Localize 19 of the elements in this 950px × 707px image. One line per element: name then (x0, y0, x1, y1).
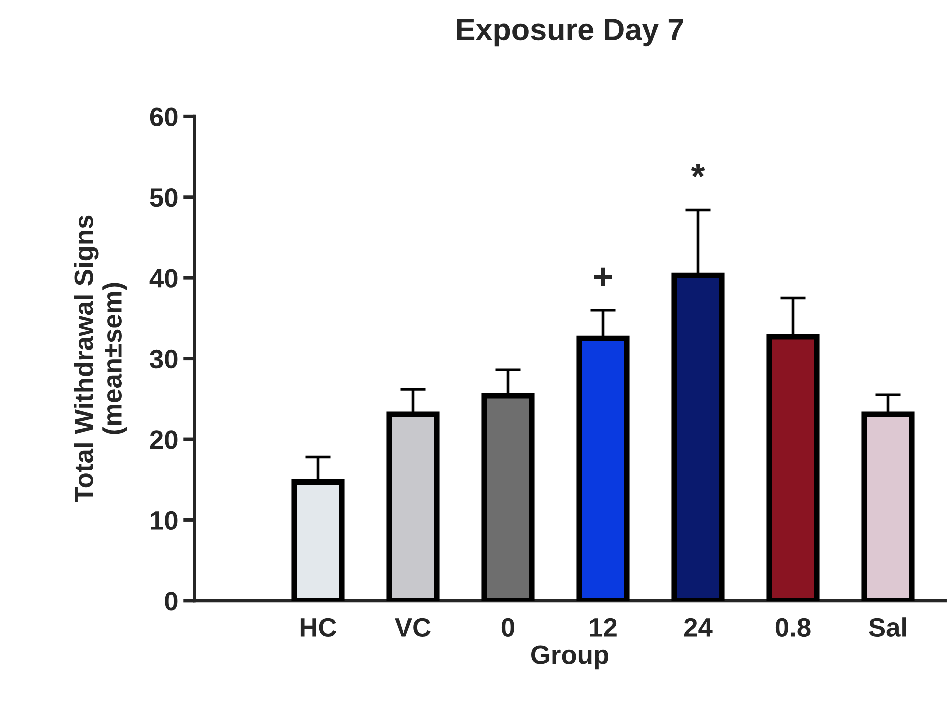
x-tick-label: 0 (502, 618, 515, 637)
y-tick-label: 40 (150, 269, 178, 288)
x-tick-label: 24 (684, 618, 713, 637)
y-tick-label: 30 (150, 350, 178, 369)
x-tick-label: HC (300, 618, 337, 637)
y-tick-label: 50 (150, 188, 178, 208)
x-tick-label: 0.8 (776, 618, 811, 637)
x-tick-label: Sal (869, 618, 906, 637)
y-tick-label: 20 (150, 430, 178, 450)
annotation: + (594, 268, 612, 286)
annotation: * (691, 164, 706, 178)
x-tick-label: VC (395, 618, 431, 637)
x-axis-title: Group (532, 646, 608, 670)
y-tick-label: 0 (165, 592, 178, 611)
x-tick-label: 12 (590, 618, 617, 637)
y-tick-label: 10 (151, 511, 178, 530)
chart-title: Exposure Day 7 (457, 19, 684, 47)
y-axis-title: Total Withdrawal Signs (mean±sem) (74, 216, 128, 503)
y-tick-label: 60 (150, 108, 178, 126)
